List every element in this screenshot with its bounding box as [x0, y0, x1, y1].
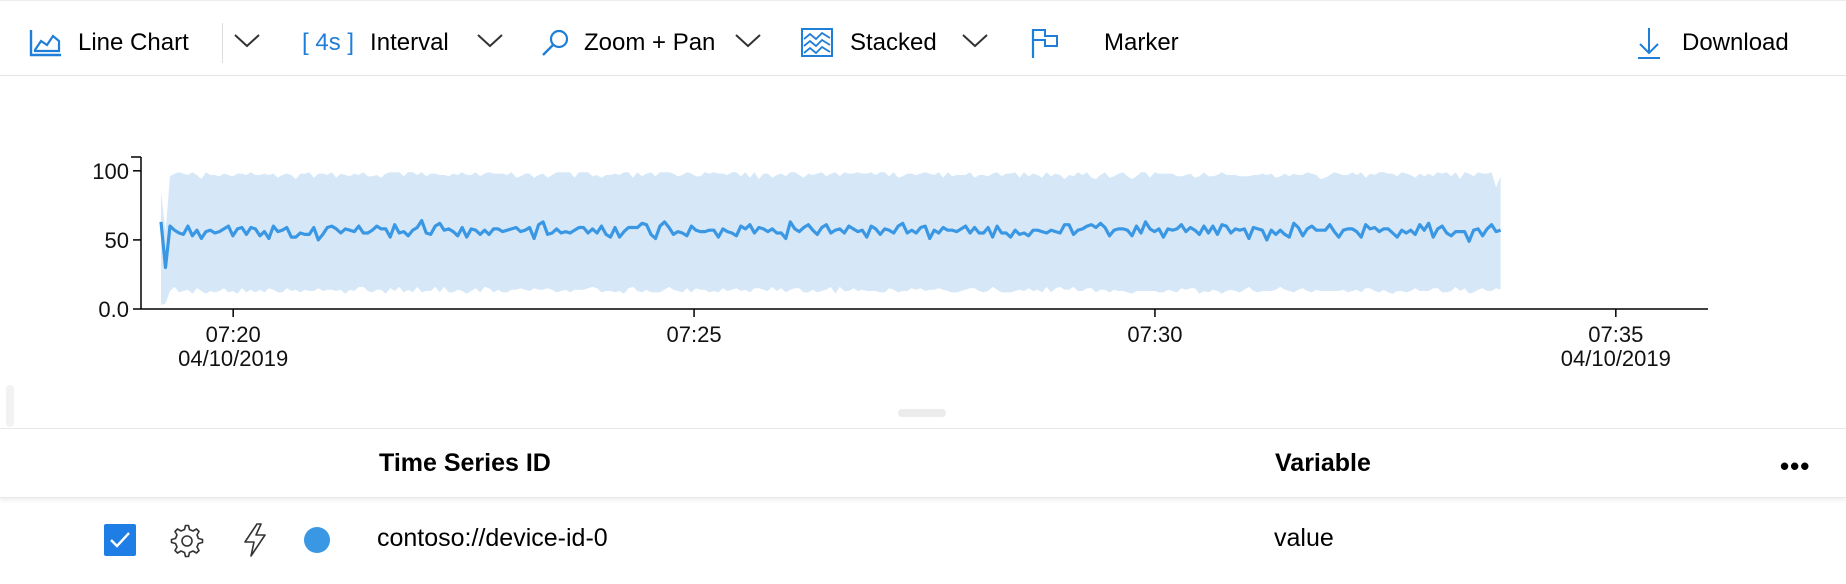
- variable-header[interactable]: Variable: [1275, 449, 1371, 477]
- x-tick-label: 07:25: [667, 322, 722, 347]
- x-tick-label: 07:35: [1588, 322, 1643, 347]
- interval-bracket-open: [: [302, 29, 316, 56]
- checkmark-icon: [110, 532, 130, 548]
- marker-label: Marker: [1104, 29, 1179, 56]
- stacked-label: Stacked: [850, 29, 937, 56]
- table-row: contoso://device-id-0 value: [0, 510, 1846, 570]
- flag-icon: [1031, 29, 1058, 58]
- series-visibility-checkbox[interactable]: [104, 524, 136, 556]
- zoom-pan-label: Zoom + Pan: [584, 29, 716, 56]
- chevron-down-icon[interactable]: [960, 25, 990, 55]
- interval-button[interactable]: [ 4s ] Interval: [302, 23, 449, 63]
- toolbar-divider: [222, 23, 223, 63]
- lightning-icon[interactable]: [240, 522, 270, 558]
- interval-value: 4s: [315, 29, 341, 56]
- resize-handle-horizontal[interactable]: [898, 409, 946, 417]
- interval-bracket-close: ]: [340, 29, 355, 56]
- chevron-down-icon[interactable]: [475, 25, 505, 55]
- search-icon: [542, 29, 569, 56]
- resize-handle-vertical[interactable]: [6, 385, 14, 427]
- chart-type-label: Line Chart: [78, 29, 189, 56]
- legend-header: Time Series ID Variable •••: [0, 428, 1846, 498]
- x-tick-label: 07:30: [1127, 322, 1182, 347]
- interval-label: Interval: [370, 29, 449, 56]
- y-tick-label: 100: [92, 159, 129, 184]
- marker-button[interactable]: Marker: [1030, 23, 1179, 63]
- line-chart-icon: [29, 30, 61, 57]
- series-range-band: [161, 172, 1501, 305]
- download-icon: [1638, 28, 1660, 59]
- time-series-id-cell: contoso://device-id-0: [377, 524, 608, 552]
- download-button[interactable]: Download: [1636, 23, 1789, 63]
- series-color-dot[interactable]: [304, 527, 330, 553]
- stacked-button[interactable]: Stacked: [800, 23, 937, 63]
- chart-type-button[interactable]: Line Chart: [28, 23, 189, 63]
- y-tick-label: 50: [105, 228, 129, 253]
- chart-toolbar: Line Chart [ 4s ] Interval Zoom + Pan St…: [0, 0, 1846, 76]
- download-label: Download: [1682, 29, 1789, 56]
- stacked-chart-icon: [801, 28, 833, 57]
- variable-cell: value: [1274, 524, 1334, 552]
- x-tick-date-label: 04/10/2019: [1561, 346, 1671, 371]
- series-line: [159, 219, 1502, 270]
- zoom-pan-button[interactable]: Zoom + Pan: [540, 23, 715, 63]
- time-series-id-header[interactable]: Time Series ID: [379, 449, 551, 477]
- more-options-icon[interactable]: •••: [1780, 451, 1811, 481]
- gear-icon[interactable]: [170, 524, 204, 558]
- chevron-down-icon[interactable]: [733, 25, 763, 55]
- chevron-down-icon[interactable]: [232, 25, 262, 55]
- y-tick-label: 0.0: [98, 297, 129, 322]
- x-tick-date-label: 04/10/2019: [178, 346, 288, 371]
- x-tick-label: 07:20: [206, 322, 261, 347]
